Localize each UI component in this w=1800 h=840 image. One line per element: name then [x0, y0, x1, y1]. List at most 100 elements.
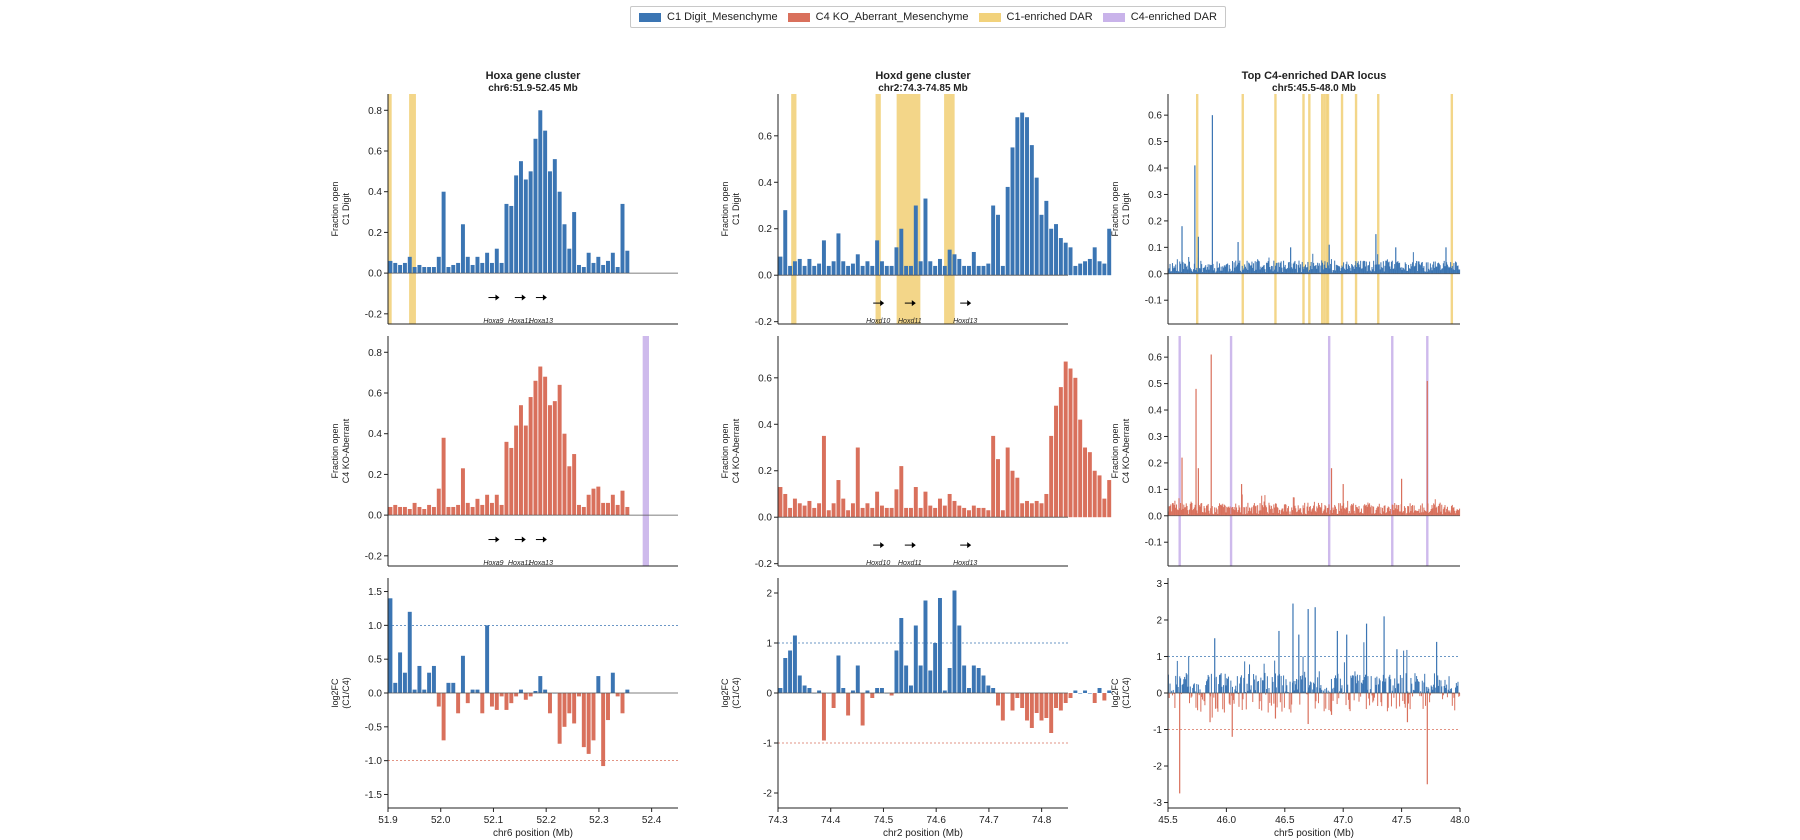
c1-bar [567, 248, 572, 274]
c4-bar [1231, 507, 1233, 516]
y-tick-label: 3 [1156, 579, 1162, 590]
c4-bar [1451, 504, 1453, 516]
c1-bar [1264, 269, 1266, 274]
c4-bar [1411, 505, 1413, 516]
lfc-bar [831, 693, 836, 708]
c1-bar [1373, 260, 1375, 274]
c1-bar [933, 265, 938, 276]
peak-bar [1346, 634, 1348, 693]
lfc-bar [1418, 681, 1420, 693]
c1-bar [1413, 266, 1415, 274]
c1-bar [1420, 265, 1422, 274]
lfc-bar [1196, 684, 1198, 693]
lfc-bar [1092, 693, 1097, 703]
lfc-bar [543, 689, 548, 693]
c4-bar [1240, 512, 1242, 516]
c1-bar [1313, 266, 1315, 274]
c4-bar [504, 441, 509, 516]
c1-bar [1442, 268, 1444, 274]
c4-bar [1337, 513, 1339, 516]
c1-bar [1058, 238, 1063, 276]
c1-bar [1373, 271, 1375, 274]
c4-bar [1421, 503, 1423, 516]
c4-bar [1377, 506, 1379, 516]
c1-bar [821, 240, 826, 276]
lfc-bar [1250, 685, 1252, 693]
c1-bar [1010, 147, 1015, 276]
c1-bar [1213, 270, 1215, 274]
lfc-bar [1229, 693, 1231, 705]
c1-bar [1068, 247, 1073, 276]
lfc-bar [427, 672, 432, 693]
c4-bar [1213, 514, 1215, 516]
c4-bar [1189, 503, 1191, 516]
lfc-bar [1269, 693, 1271, 703]
c4-bar [788, 507, 793, 518]
lfc-bar [596, 676, 601, 693]
lfc-bar [1394, 678, 1396, 693]
peak-bar [1307, 609, 1309, 693]
lfc-bar [1414, 673, 1416, 693]
c4-bar [1020, 503, 1025, 518]
lfc-bar [523, 693, 528, 700]
c4-bar [1266, 507, 1268, 516]
lfc-bar [1255, 675, 1257, 693]
lfc-bar [1453, 693, 1455, 698]
c1-bar [1180, 263, 1182, 274]
c1-bar [1341, 265, 1343, 274]
gene-label: Hoxd11 [898, 560, 922, 567]
c4-bar [1397, 505, 1399, 516]
c4-bar [1418, 508, 1420, 516]
c1-bar [1378, 264, 1380, 274]
c1-bar [1214, 272, 1216, 274]
c4-bar [1438, 503, 1440, 516]
gene-label: Hoxa11 [508, 560, 532, 567]
c1-bar [937, 258, 942, 276]
c4-bar [1281, 508, 1283, 516]
c1-bar [1277, 271, 1279, 274]
c1-bar [1274, 265, 1276, 274]
lfc-bar [1417, 681, 1419, 693]
c4-bar [1230, 514, 1232, 516]
c1-bar [1097, 261, 1102, 276]
panel-title: Top C4-enriched DAR locus [1242, 70, 1387, 82]
x-tick-label: 52.1 [484, 815, 504, 826]
c1-bar [591, 262, 596, 274]
c4-bar [1274, 507, 1276, 516]
c1-bar [615, 267, 620, 274]
c4-bar [1232, 509, 1234, 516]
lfc-bar [1365, 674, 1367, 693]
lfc-bar [1345, 693, 1347, 706]
lfc-bar [1320, 685, 1322, 693]
lfc-bar [494, 693, 499, 710]
c1-bar [908, 265, 913, 276]
c1-bar [1185, 266, 1187, 274]
gene-label: Hoxa13 [529, 560, 553, 567]
c4-bar [1357, 508, 1359, 516]
c1-bar [1361, 268, 1363, 274]
c1-bar [1250, 265, 1252, 274]
c4-bar [807, 500, 812, 518]
c1-bar [1189, 267, 1191, 274]
lfc-bar [1372, 693, 1374, 703]
lfc-bar [1226, 678, 1228, 693]
c4-bar [1443, 507, 1445, 516]
c4-dar-region [1178, 336, 1181, 566]
c1-bar [1204, 266, 1206, 274]
c1-bar [1412, 262, 1414, 274]
peak-bar [1197, 236, 1199, 274]
x-tick-label: 74.8 [1032, 815, 1052, 826]
lfc-bar [996, 693, 1000, 706]
c1-bar [528, 171, 533, 274]
lfc-bar [1192, 687, 1194, 693]
legend-entry-c4-dar: C4-enriched DAR [1102, 11, 1217, 23]
c1-bar [436, 256, 441, 274]
c4-bar [1196, 510, 1198, 516]
lfc-bar [1279, 693, 1281, 703]
gene-arrow-head [495, 294, 500, 301]
c4-bar [1329, 514, 1331, 516]
gene-arrow-head [967, 542, 972, 549]
c4-bar [850, 503, 855, 518]
lfc-bar [1335, 678, 1337, 693]
